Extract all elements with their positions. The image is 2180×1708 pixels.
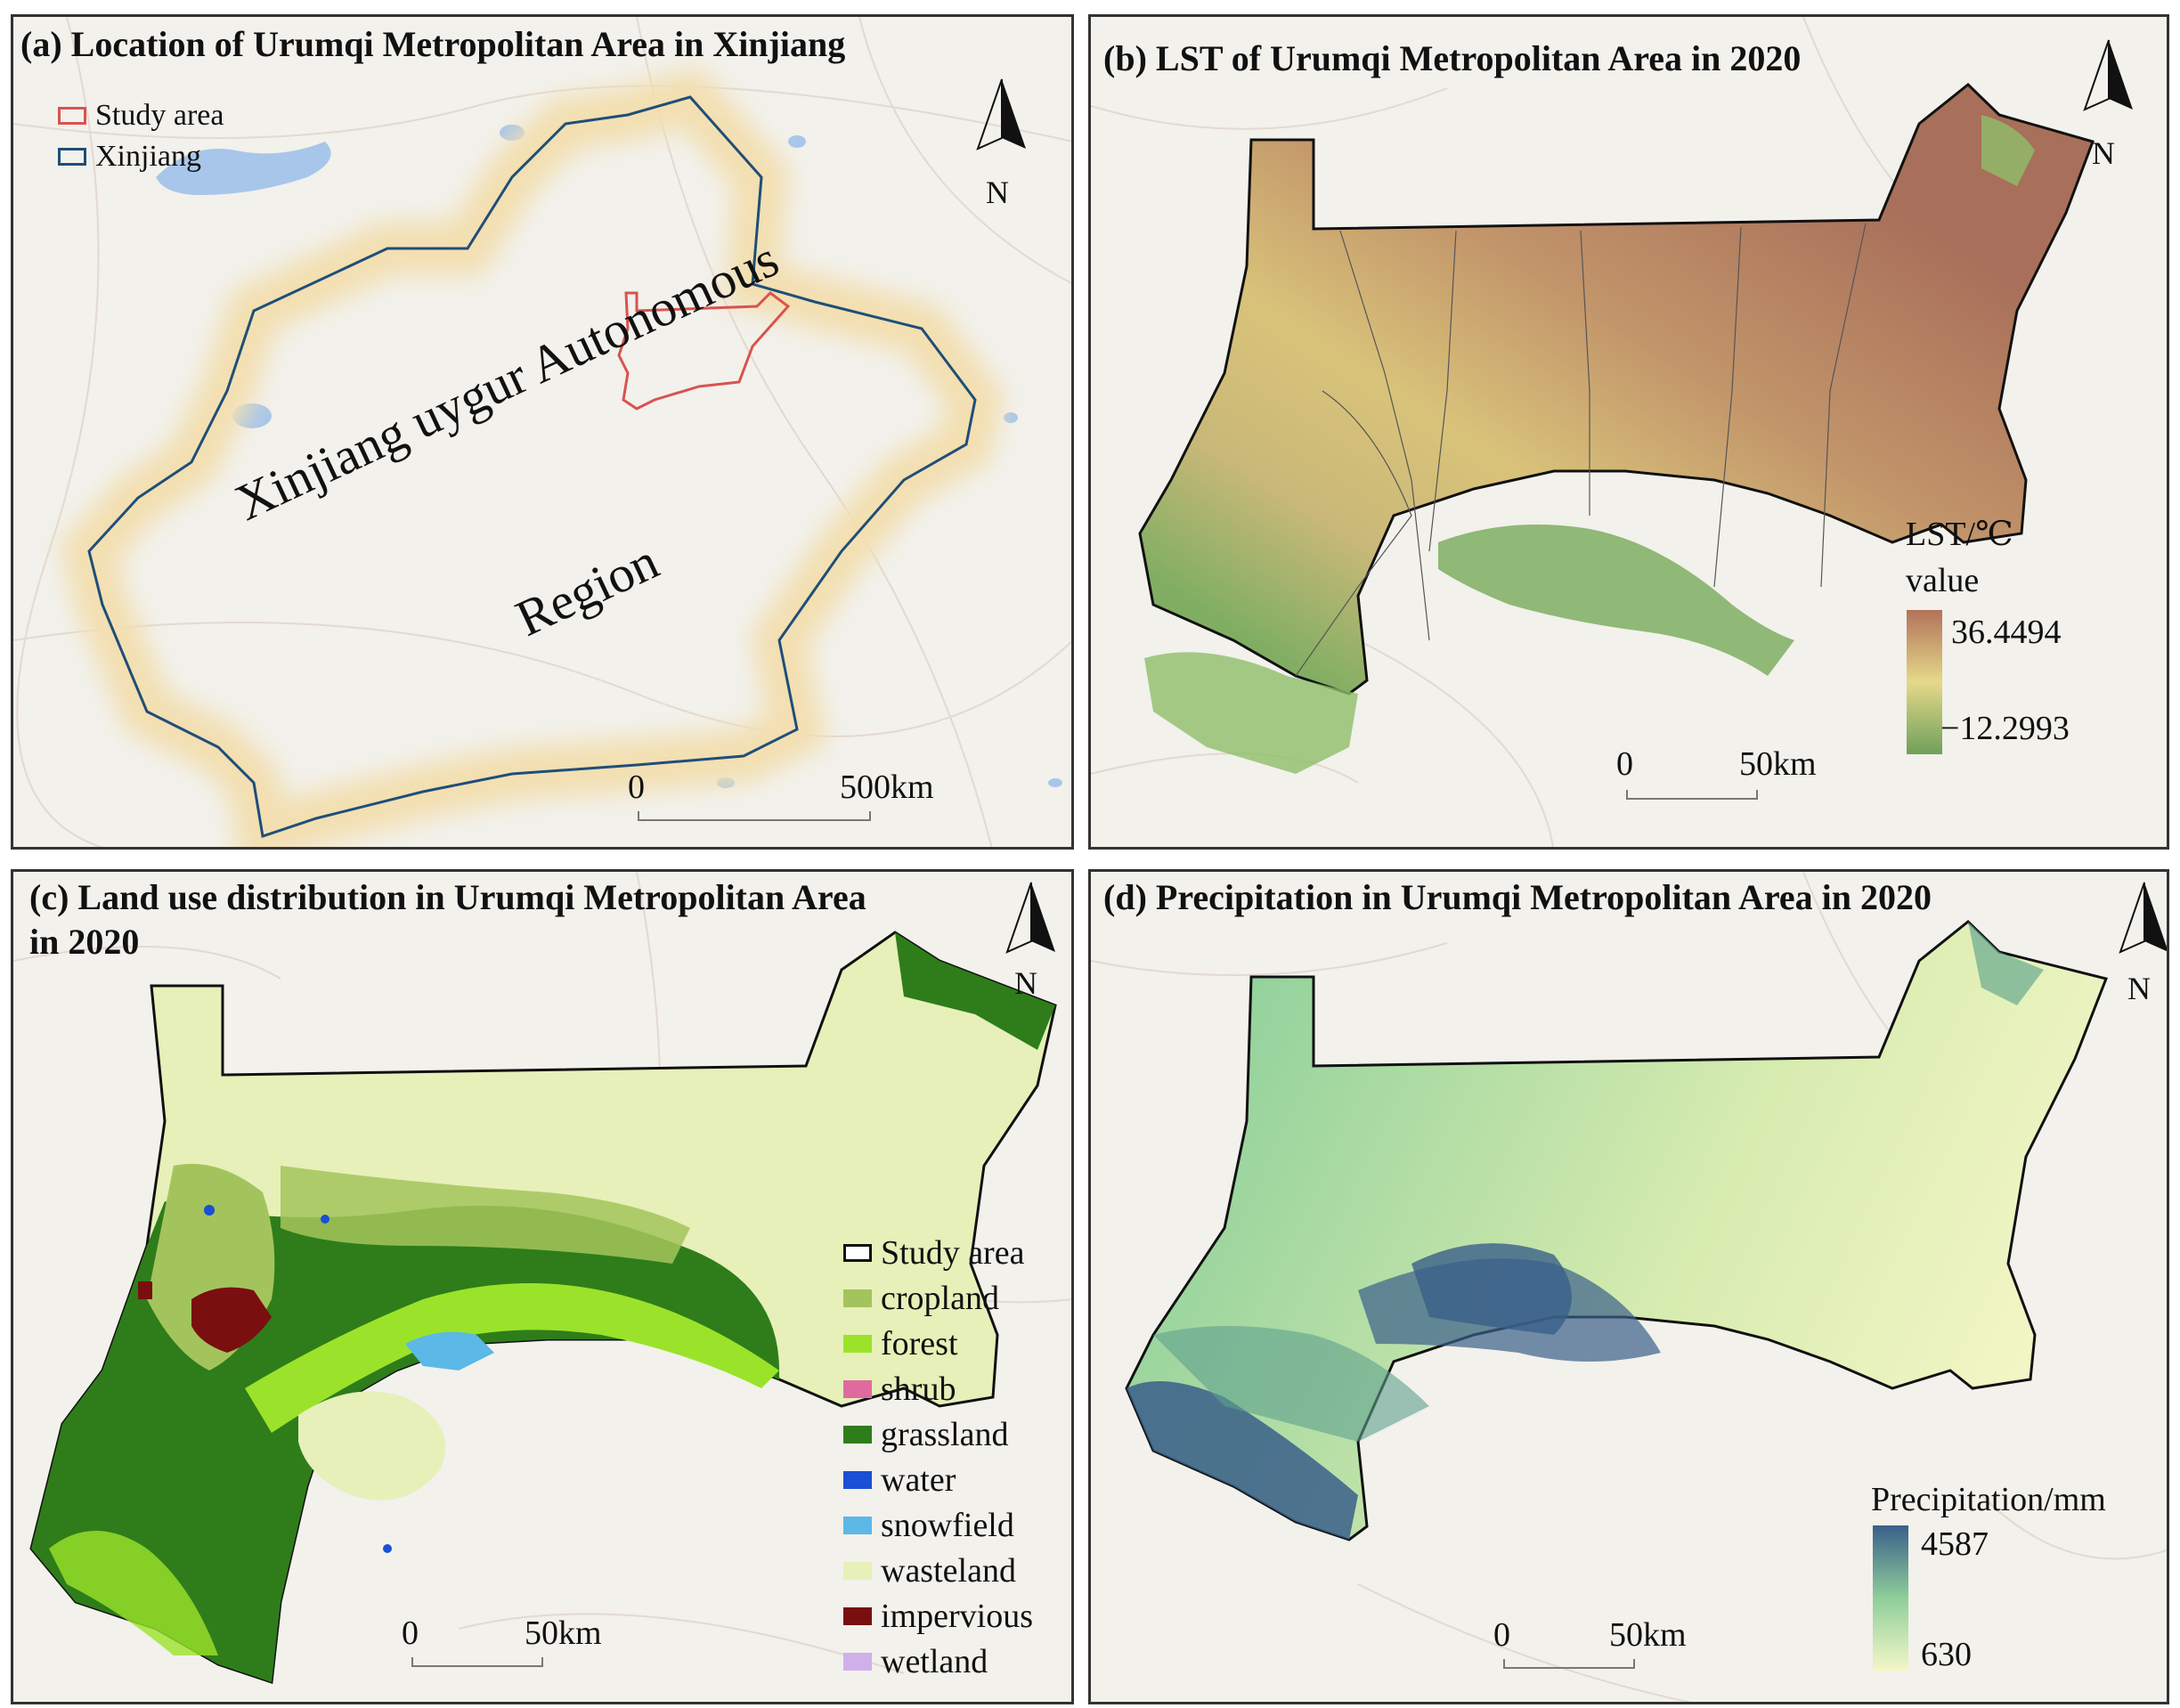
- panel-a-title: (a) Location of Urumqi Metropolitan Area…: [20, 24, 846, 64]
- scale-start-label: 0: [402, 1614, 419, 1652]
- panel-a: (a) Location of Urumqi Metropolitan Area…: [11, 14, 1074, 850]
- landuse-legend: Study area cropland forest shrub grassla…: [843, 1230, 1033, 1684]
- legend-item-forest: forest: [843, 1321, 1033, 1366]
- legend-label: Study area: [881, 1233, 1025, 1272]
- scale-start-label: 0: [628, 769, 645, 806]
- scale-bar: [638, 811, 871, 821]
- panel-b: (b) LST of Urumqi Metropolitan Area in 2…: [1088, 14, 2169, 850]
- study-area-boundary: [617, 291, 791, 411]
- precip-max-label: 4587: [1921, 1525, 1989, 1563]
- xinjiang-swatch: [58, 148, 86, 166]
- panel-d-title: (d) Precipitation in Urumqi Metropolitan…: [1103, 877, 1932, 917]
- legend-label: Study area: [95, 99, 224, 132]
- panel-b-title: (b) LST of Urumqi Metropolitan Area in 2…: [1103, 38, 1802, 78]
- precip-color-ramp: [1873, 1525, 1908, 1671]
- north-label: N: [2092, 135, 2115, 171]
- panel-c-title-line1: (c) Land use distribution in Urumqi Metr…: [29, 877, 866, 917]
- scale-bar: [411, 1657, 543, 1667]
- shrub-swatch: [843, 1379, 872, 1398]
- legend-item-shrub: shrub: [843, 1366, 1033, 1411]
- scale-end-label: 500km: [840, 769, 934, 806]
- grassland-swatch: [843, 1425, 872, 1444]
- forest-swatch: [843, 1334, 872, 1353]
- legend-label: Xinjiang: [95, 140, 201, 173]
- map-a-basemap: [13, 17, 1071, 847]
- precip-min-label: 630: [1921, 1636, 1972, 1673]
- study-area-swatch: [843, 1243, 872, 1262]
- lst-raster: [1138, 83, 2095, 695]
- panel-c: (c) Land use distribution in Urumqi Metr…: [11, 869, 1074, 1704]
- legend-item-wetland: wetland: [843, 1639, 1033, 1684]
- lst-max-label: 36.4494: [1951, 614, 2062, 651]
- xinjiang-boundary: [87, 95, 977, 838]
- legend-label: wetland: [881, 1642, 988, 1680]
- legend-item-snowfield: snowfield: [843, 1502, 1033, 1548]
- legend-label: impervious: [881, 1597, 1033, 1635]
- legend-item-impervious: impervious: [843, 1593, 1033, 1639]
- impervious-swatch: [843, 1606, 872, 1625]
- lst-min-label: −12.2993: [1940, 710, 2070, 747]
- north-arrow-icon: [2119, 882, 2167, 954]
- scale-bar: [1626, 790, 1758, 800]
- legend-label: shrub: [881, 1370, 956, 1408]
- north-label: N: [1014, 965, 1037, 1001]
- legend-item-xinjiang: Xinjiang: [58, 140, 201, 174]
- legend-label: wasteland: [881, 1551, 1016, 1590]
- precip-legend-title: Precipitation/mm: [1871, 1481, 2106, 1518]
- scale-start-label: 0: [1493, 1616, 1510, 1654]
- north-arrow-icon: [2083, 39, 2133, 111]
- legend-item-wasteland: wasteland: [843, 1548, 1033, 1593]
- cropland-swatch: [843, 1289, 872, 1307]
- water-swatch: [843, 1470, 872, 1489]
- legend-item-cropland: cropland: [843, 1275, 1033, 1321]
- legend-label: grassland: [881, 1415, 1009, 1453]
- map-d: [1091, 872, 2167, 1702]
- north-arrow-icon: [1005, 882, 1055, 954]
- wetland-swatch: [843, 1652, 872, 1671]
- legend-item-study-area: Study area: [58, 99, 224, 133]
- legend-label: snowfield: [881, 1506, 1014, 1544]
- map-c: [13, 872, 1071, 1685]
- lst-legend-subtitle: value: [1906, 562, 1980, 599]
- legend-item-study-area: Study area: [843, 1230, 1033, 1275]
- study-area-swatch: [58, 107, 86, 125]
- legend-item-water: water: [843, 1457, 1033, 1502]
- legend-label: cropland: [881, 1279, 999, 1317]
- panel-d: (d) Precipitation in Urumqi Metropolitan…: [1088, 869, 2169, 1704]
- lst-legend-title: LST/℃: [1906, 516, 2013, 553]
- legend-label: forest: [881, 1324, 958, 1362]
- north-arrow-icon: [976, 78, 1026, 150]
- scale-end-label: 50km: [525, 1614, 602, 1652]
- panel-c-title-line2: in 2020: [29, 922, 140, 962]
- north-label: N: [2127, 971, 2151, 1006]
- lst-color-ramp: [1907, 610, 1942, 754]
- scale-bar: [1503, 1659, 1635, 1669]
- scale-end-label: 50km: [1609, 1616, 1687, 1654]
- wasteland-swatch: [843, 1561, 872, 1580]
- scale-start-label: 0: [1616, 745, 1633, 783]
- north-label: N: [986, 175, 1009, 210]
- snowfield-swatch: [843, 1516, 872, 1534]
- scale-end-label: 50km: [1739, 745, 1817, 783]
- legend-label: water: [881, 1460, 956, 1499]
- map-b: [1091, 17, 2095, 847]
- legend-item-grassland: grassland: [843, 1411, 1033, 1457]
